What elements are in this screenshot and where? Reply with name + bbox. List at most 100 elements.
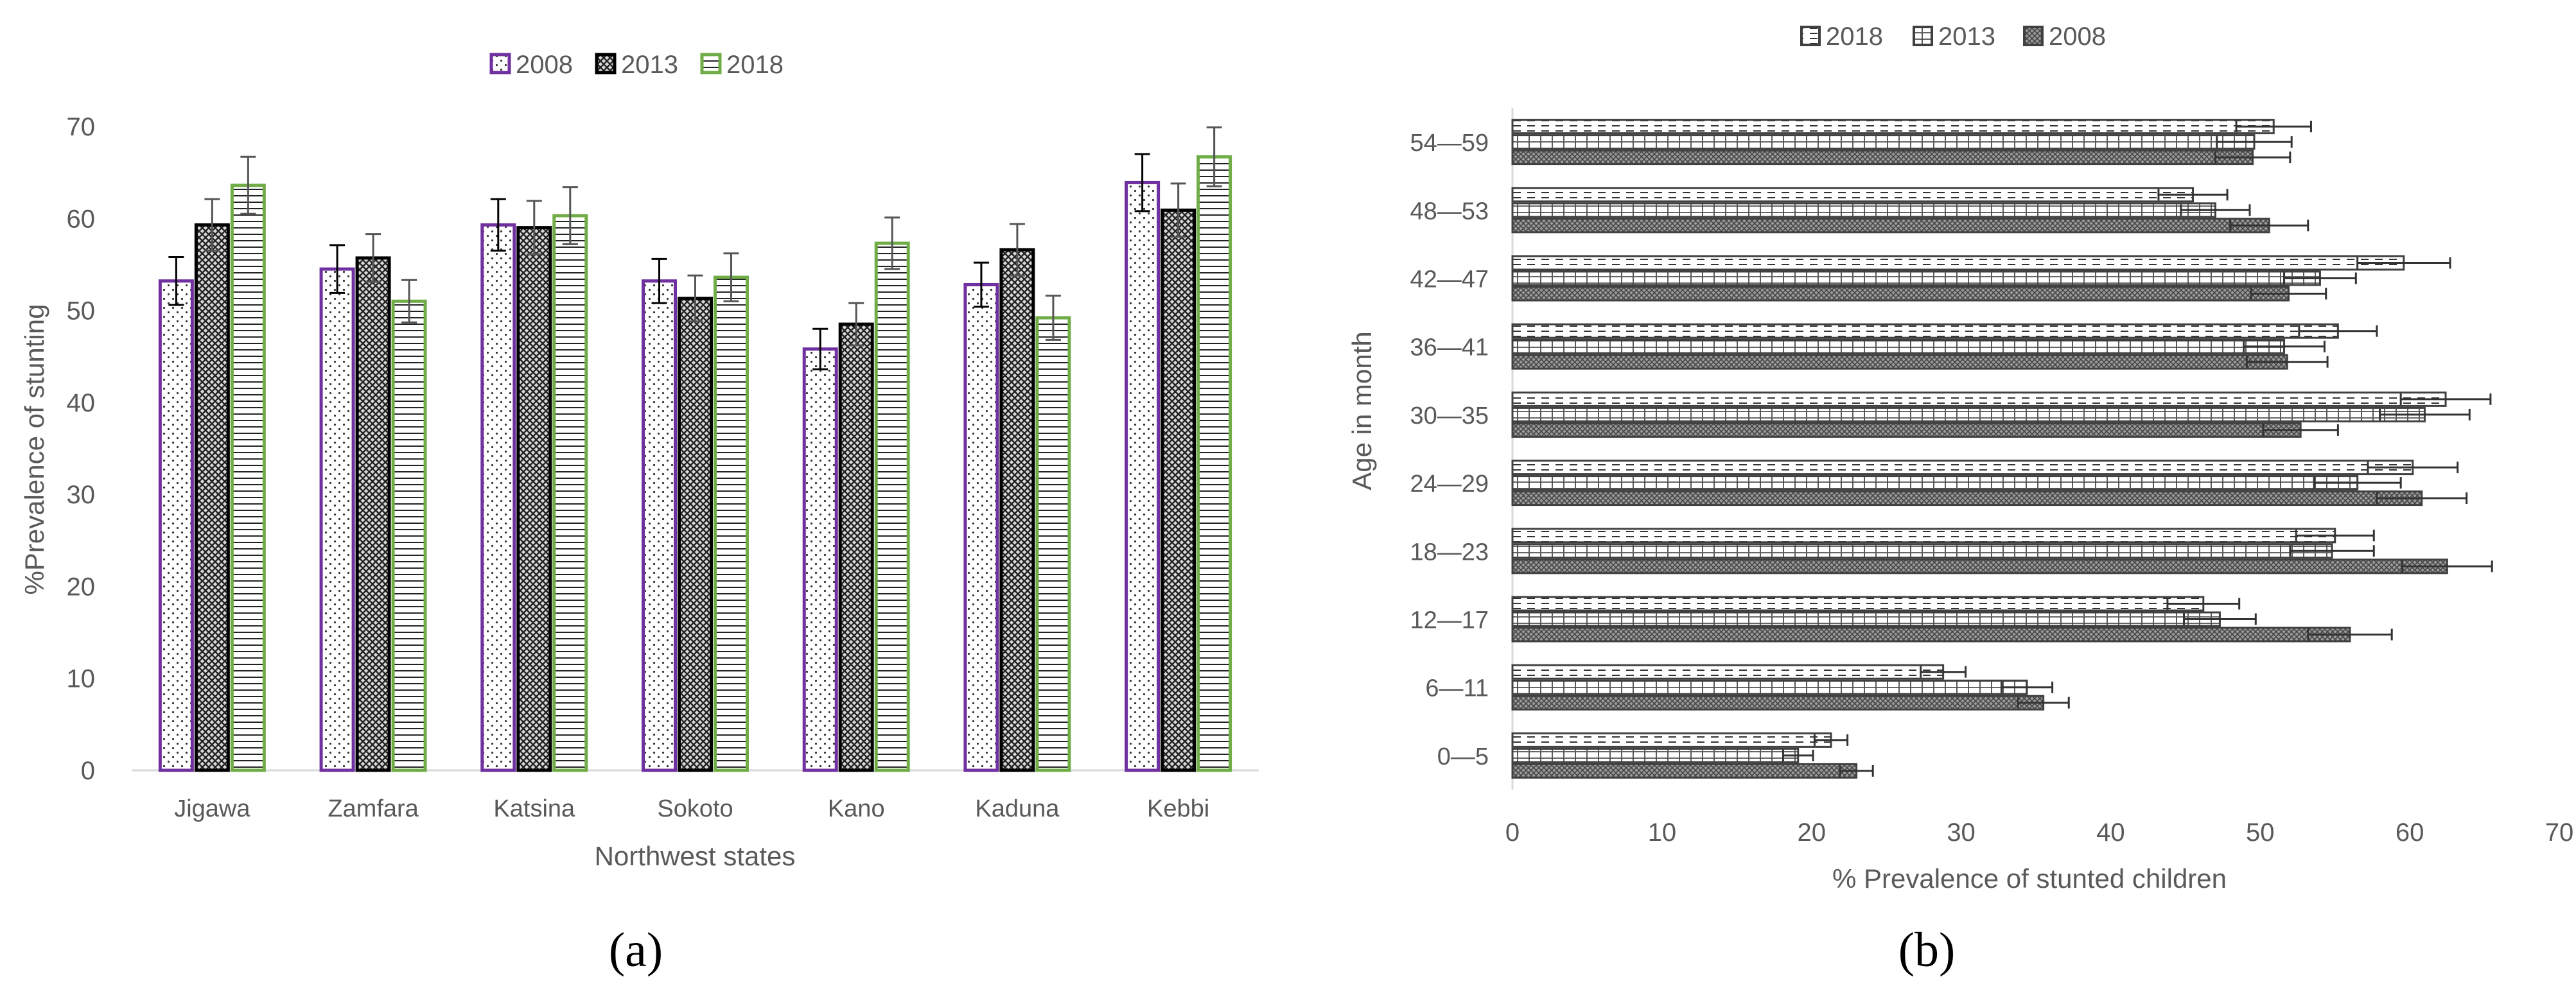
chart-a-bar-2013 <box>678 297 713 772</box>
chart-b-error-bar-2008 <box>2017 696 2070 709</box>
chart-a-bar-2018 <box>230 184 266 772</box>
chart-b-error-bar-2013 <box>2183 613 2257 625</box>
chart-b-xtick-label: 10 <box>1648 818 1677 847</box>
chart-b-bar-2018 <box>1511 528 2336 544</box>
chart-b-xtick-label: 30 <box>1947 818 1976 847</box>
chart-a-error-bar-2013 <box>687 274 703 323</box>
chart-b-category-label: 0—5 <box>1437 743 1489 770</box>
chart-a-legend-label: 2008 <box>516 51 573 79</box>
chart-b-bar-2008 <box>1511 422 2302 438</box>
chart-b-error-bar-2018 <box>1920 666 1967 678</box>
chart-b-xtick-label: 20 <box>1797 818 1826 847</box>
chart-b-error-bar-2008 <box>2401 560 2493 573</box>
chart-a-bar-2018 <box>874 241 910 772</box>
chart-b-error-bar-2013 <box>2289 545 2375 557</box>
chart-b-category-label: 18—23 <box>1410 539 1489 566</box>
chart-b-legend-swatch-2018 <box>1800 26 1821 46</box>
chart-b-bar-2013 <box>1511 611 2221 627</box>
chart-b-error-bar-2018 <box>2356 257 2451 269</box>
chart-b-bar-2013 <box>1511 406 2426 422</box>
chart-b-bar-2018 <box>1511 460 2414 476</box>
chart-a-bar-2018 <box>1035 316 1071 772</box>
chart-a-error-bar-2008 <box>329 244 346 294</box>
chart-a-bar-2008 <box>319 267 355 772</box>
panel-label-b: (b) <box>1898 923 1956 977</box>
chart-a-error-bar-2013 <box>848 302 864 347</box>
chart-a-error-bar-2013 <box>204 198 220 252</box>
chart-b-category-label: 36—41 <box>1410 334 1489 361</box>
chart-a-error-bar-2008 <box>973 261 989 308</box>
chart-b-x-axis-title: % Prevalence of stunted children <box>1832 863 2227 894</box>
chart-a-legend-swatch-2008 <box>489 53 511 74</box>
chart-a-bar-2018 <box>552 214 588 772</box>
chart-b-error-bar-2013 <box>2243 340 2326 352</box>
chart-b-category-label: 48—53 <box>1410 198 1489 225</box>
chart-a-error-bar-2018 <box>1045 295 1061 341</box>
chart-b-category-label: 6—11 <box>1425 675 1489 702</box>
chart-a-error-bar-2018 <box>240 155 256 215</box>
chart-b-bar-2013 <box>1511 134 2256 150</box>
chart-a-ytick-label: 0 <box>81 757 95 785</box>
chart-b-bar-2018 <box>1511 664 1945 680</box>
chart-a-category-label: Kaduna <box>975 795 1060 822</box>
chart-a-error-bar-2013 <box>1170 182 1186 238</box>
chart-b-axes: 0 10 20 30 40 50 60 70 % Prevalence of stunted c… <box>1347 108 2573 894</box>
chart-b-error-bar-2008 <box>2262 424 2339 436</box>
chart-b-bar-2008 <box>1511 558 2448 575</box>
chart-a-error-bar-2018 <box>1206 126 1222 187</box>
chart-b-bar-2008 <box>1511 286 2290 302</box>
chart-b-xtick-label: 70 <box>2545 818 2574 847</box>
chart-b-bar-2018 <box>1511 732 1832 748</box>
chart-b-bar-2008 <box>1511 627 2351 643</box>
chart-b-xtick-label: 60 <box>2396 818 2424 847</box>
chart-a-ytick-label: 60 <box>67 205 96 233</box>
chart-a-error-bar-2018 <box>884 216 900 270</box>
chart-a-error-bar-2008 <box>812 327 828 370</box>
chart-b-error-bar-2013 <box>2313 477 2402 489</box>
chart-b-error-bar-2018 <box>2399 393 2492 405</box>
chart-b-bar-2008 <box>1511 218 2270 234</box>
chart-a-category-label: Sokoto <box>657 795 733 822</box>
chart-b-error-bar-2008 <box>2245 356 2329 368</box>
chart-b-error-bar-2018 <box>2295 530 2375 542</box>
chart-b-error-bar-2008 <box>2214 151 2291 164</box>
chart-b-legend-label: 2008 <box>2049 22 2106 51</box>
chart-b-error-bar-2013 <box>2216 136 2293 148</box>
chart-a-ytick-label: 70 <box>67 113 96 141</box>
chart-b-xtick-label: 50 <box>2246 818 2275 847</box>
chart-a-bar-2013 <box>355 256 391 772</box>
chart-a-error-bar-2013 <box>526 200 542 255</box>
chart-b-bar-2008 <box>1511 150 2254 166</box>
chart-b-category-label: 54—59 <box>1410 130 1489 157</box>
chart-b-bar-2013 <box>1511 679 2028 695</box>
chart-b-legend-label: 2018 <box>1826 22 1883 51</box>
chart-a-ytick-label: 40 <box>67 389 96 417</box>
chart-a-bar-2013 <box>516 226 552 772</box>
chart-b-error-bar-2008 <box>2250 288 2327 300</box>
chart-b-error-bar-2018 <box>2166 598 2241 610</box>
chart-b-category-label: 24—29 <box>1410 471 1489 498</box>
chart-a-bar-2018 <box>714 275 749 772</box>
chart-b-error-bar-2008 <box>2376 492 2468 505</box>
chart-a-error-bar-2013 <box>1009 223 1025 277</box>
chart-a-category-label: Jigawa <box>174 795 250 822</box>
chart-b-error-bar-2018 <box>1813 734 1849 746</box>
chart-b-category-label: 30—35 <box>1410 402 1489 429</box>
chart-a-bar-2008 <box>963 282 999 772</box>
chart-a-category-label: Kebbi <box>1147 795 1209 822</box>
chart-a-error-bar-2008 <box>490 198 506 252</box>
chart-b-error-bar-2013 <box>2283 272 2357 284</box>
chart-a-error-bar-2018 <box>562 186 578 245</box>
chart-b-error-bar-2008 <box>2229 220 2309 232</box>
chart-a-legend-label: 2018 <box>726 51 784 79</box>
chart-a-bar-2013 <box>1161 208 1196 772</box>
chart-b-error-bar-2013 <box>1782 749 1814 761</box>
chart-b-bar-2018 <box>1511 323 2339 339</box>
chart-a-error-bar-2018 <box>723 252 739 302</box>
chart-a-bar-2018 <box>391 299 427 772</box>
chart-a: 2008 2013 2018 0 10 20 30 40 50 60 70 Northwest st… <box>19 51 1259 977</box>
chart-b-category-label: 12—17 <box>1410 607 1489 634</box>
chart-b-bar-2013 <box>1511 270 2321 286</box>
chart-a-bar-2018 <box>1196 155 1232 772</box>
chart-b-bar-2018 <box>1511 596 2205 612</box>
